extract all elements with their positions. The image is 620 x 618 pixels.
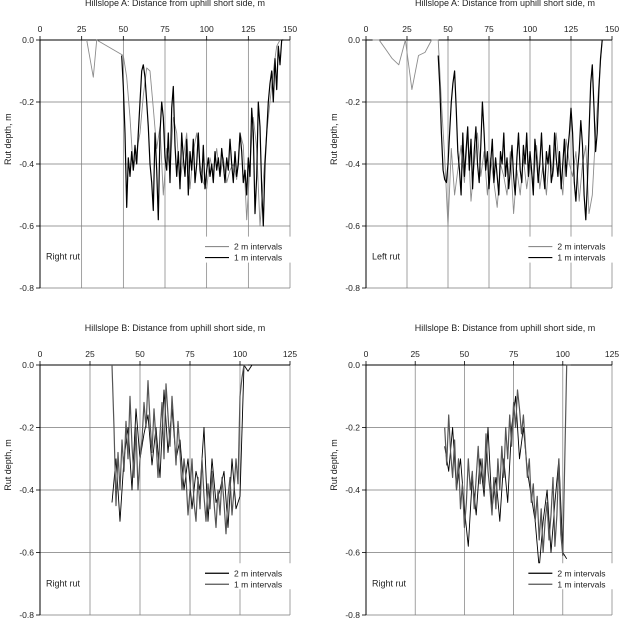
legend-background — [201, 563, 291, 590]
y-tick-label: -0.4 — [19, 485, 34, 495]
legend-label-1: 2 m intervals — [234, 568, 282, 578]
y-tick-label: -0.6 — [19, 221, 34, 231]
x-tick-label: 25 — [77, 24, 87, 34]
x-tick-label: 50 — [460, 349, 470, 359]
chart-panel-3: Hillslope B: Distance from uphill short … — [3, 323, 297, 618]
y-tick-label: -0.2 — [345, 423, 360, 433]
y-tick-label: -0.4 — [345, 485, 360, 495]
chart-title: Hillslope B: Distance from uphill short … — [85, 323, 266, 333]
series-line-1 — [111, 364, 253, 528]
legend-label-1: 2 m intervals — [234, 242, 282, 252]
x-tick-label: 50 — [443, 24, 453, 34]
rut-annotation: Right rut — [372, 578, 407, 588]
x-tick-label: 0 — [364, 349, 369, 359]
legend-label-1: 2 m intervals — [557, 568, 605, 578]
series-line-2 — [121, 39, 284, 227]
rut-annotation: Left rut — [372, 251, 401, 261]
x-tick-label: 100 — [233, 349, 247, 359]
chart-panel-2: Hillslope A: Distance from uphill short … — [329, 0, 619, 293]
x-tick-label: 50 — [135, 349, 145, 359]
x-tick-label: 25 — [402, 24, 412, 34]
x-tick-label: 100 — [200, 24, 214, 34]
x-tick-label: 75 — [509, 349, 519, 359]
legend-label-2: 1 m intervals — [234, 253, 282, 263]
x-tick-label: 125 — [241, 24, 255, 34]
x-tick-label: 75 — [160, 24, 170, 34]
y-tick-label: -0.8 — [345, 610, 360, 618]
series-line-2 — [437, 39, 603, 221]
chart-panel-4: Hillslope B: Distance from uphill short … — [329, 323, 619, 618]
y-tick-label: -0.4 — [19, 159, 34, 169]
chart-title: Hillslope B: Distance from uphill short … — [415, 323, 596, 333]
legend-background — [201, 236, 291, 263]
y-tick-label: -0.2 — [19, 97, 34, 107]
rut-annotation: Right rut — [46, 578, 81, 588]
x-tick-label: 125 — [283, 349, 297, 359]
x-tick-label: 0 — [364, 24, 369, 34]
x-tick-label: 75 — [484, 24, 494, 34]
series-line-1 — [444, 395, 568, 569]
y-tick-label: -0.2 — [345, 97, 360, 107]
x-tick-label: 125 — [605, 349, 619, 359]
y-tick-label: -0.6 — [345, 548, 360, 558]
series-line-2 — [444, 364, 571, 557]
y-tick-label: -0.8 — [19, 283, 34, 293]
x-tick-label: 150 — [605, 24, 619, 34]
series-line-2 — [111, 364, 248, 535]
legend-label-2: 1 m intervals — [557, 253, 605, 263]
y-tick-label: 0.0 — [348, 35, 360, 45]
y-tick-label: -0.4 — [345, 159, 360, 169]
legend-label-1: 2 m intervals — [557, 242, 605, 252]
legend-background — [524, 563, 613, 590]
x-tick-label: 0 — [38, 349, 43, 359]
x-tick-label: 75 — [185, 349, 195, 359]
x-tick-label: 100 — [556, 349, 570, 359]
legend-label-2: 1 m intervals — [557, 579, 605, 589]
legend-label-2: 1 m intervals — [234, 579, 282, 589]
chart-panel-1: Hillslope A: Distance from uphill short … — [3, 0, 297, 293]
x-tick-label: 50 — [119, 24, 129, 34]
x-tick-label: 25 — [410, 349, 420, 359]
series-line-1 — [372, 39, 603, 227]
y-tick-label: -0.8 — [19, 610, 34, 618]
y-tick-label: 0.0 — [22, 360, 34, 370]
x-tick-label: 0 — [38, 24, 43, 34]
x-tick-label: 150 — [283, 24, 297, 34]
y-tick-label: 0.0 — [348, 360, 360, 370]
x-tick-label: 125 — [564, 24, 578, 34]
chart-title: Hillslope A: Distance from uphill short … — [85, 0, 265, 8]
y-tick-label: 0.0 — [22, 35, 34, 45]
y-tick-label: -0.6 — [19, 548, 34, 558]
x-tick-label: 25 — [85, 349, 95, 359]
y-axis-label: Rut depth, m — [329, 113, 339, 165]
y-tick-label: -0.6 — [345, 221, 360, 231]
y-axis-label: Rut depth, m — [3, 439, 13, 491]
y-axis-label: Rut depth, m — [3, 113, 13, 165]
y-tick-label: -0.8 — [345, 283, 360, 293]
y-axis-label: Rut depth, m — [329, 439, 339, 491]
rut-annotation: Right rut — [46, 251, 81, 261]
x-tick-label: 100 — [523, 24, 537, 34]
legend-background — [524, 236, 613, 263]
y-tick-label: -0.2 — [19, 423, 34, 433]
chart-title: Hillslope A: Distance from uphill short … — [415, 0, 595, 8]
